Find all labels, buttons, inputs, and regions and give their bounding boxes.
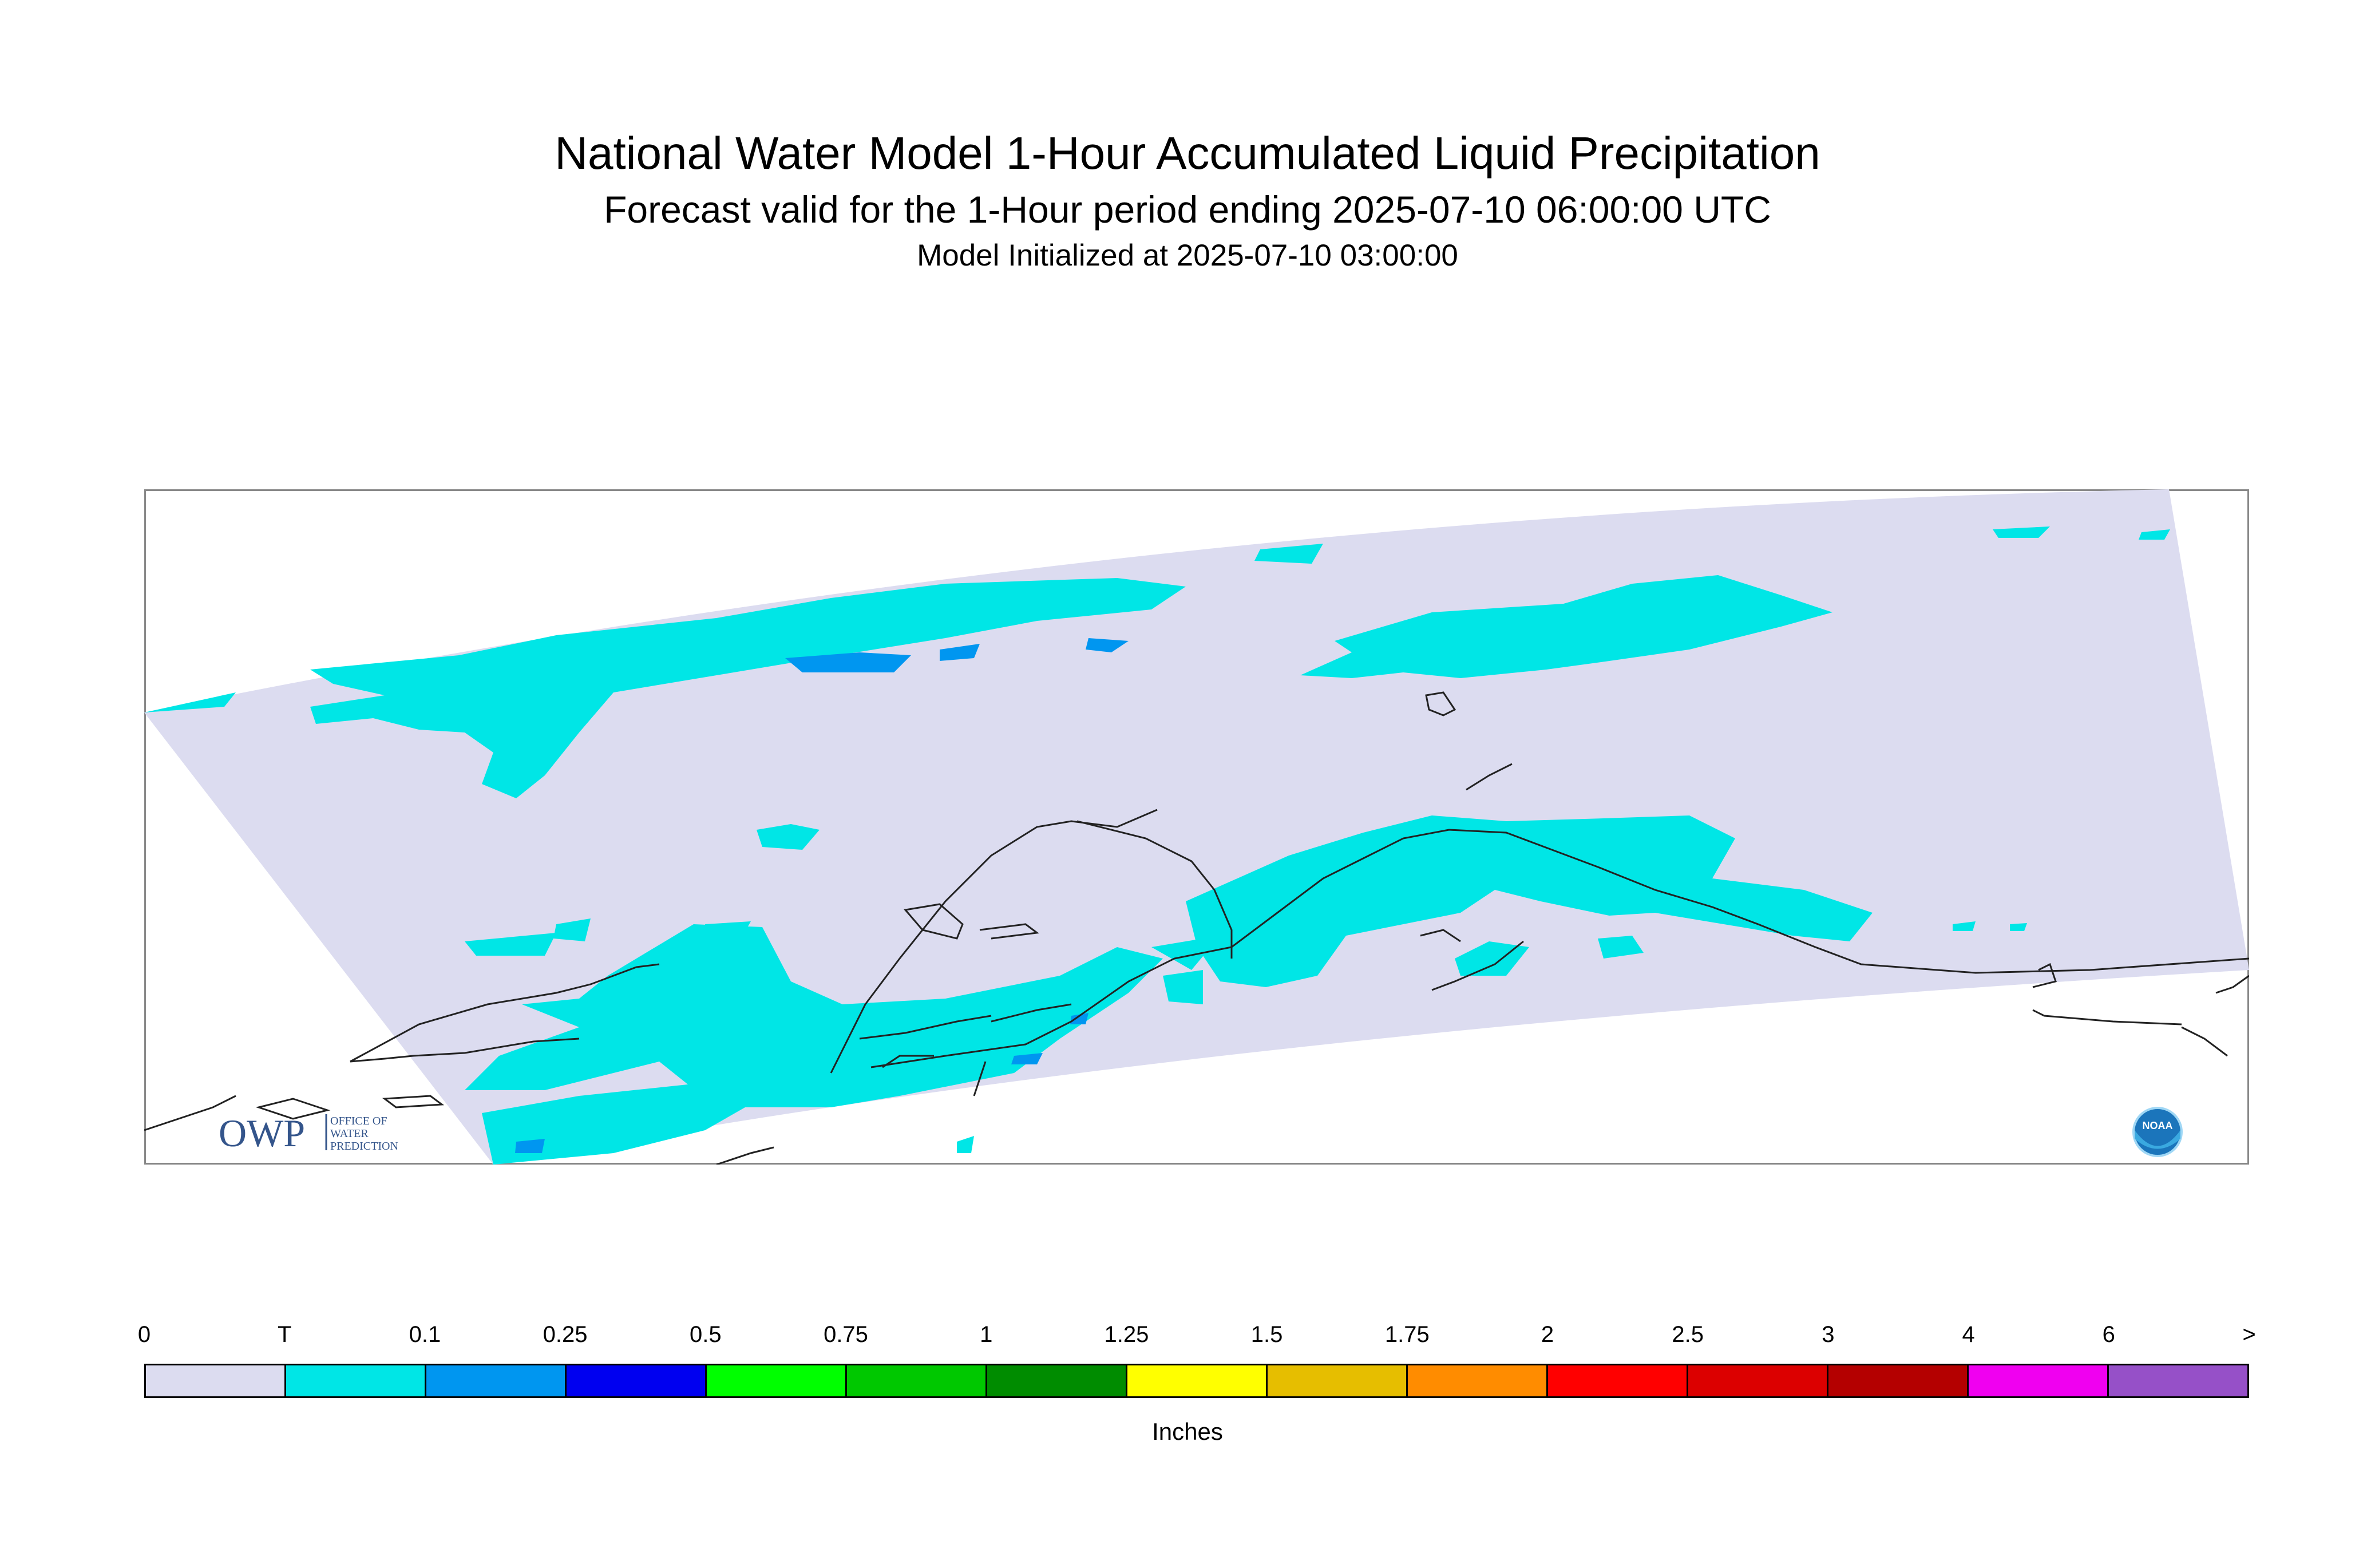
legend-swatch <box>1127 1365 1268 1396</box>
legend-tick-label: 1 <box>980 1322 993 1347</box>
owp-logo: OWP OFFICE OF WATER PREDICTION <box>219 1111 398 1155</box>
precip-map: OWP OFFICE OF WATER PREDICTION NOAA <box>144 489 2249 1165</box>
legend-tick-label: 1.75 <box>1384 1322 1430 1347</box>
legend-tick-label: > <box>2242 1322 2256 1347</box>
legend-swatch <box>707 1365 847 1396</box>
map-subtitle: Forecast valid for the 1-Hour period end… <box>604 188 1771 231</box>
legend-tick-label: 0.75 <box>824 1322 868 1347</box>
legend-colorbar <box>144 1364 2249 1398</box>
legend-swatch <box>1828 1365 1969 1396</box>
owp-logo-text: OWP <box>219 1111 305 1155</box>
legend-swatch <box>286 1365 426 1396</box>
legend-swatch <box>2109 1365 2247 1396</box>
legend-tick-label: 6 <box>2102 1322 2115 1347</box>
legend-swatch <box>1268 1365 1408 1396</box>
model-init-line: Model Initialized at 2025-07-10 03:00:00 <box>917 239 1458 272</box>
coastlines <box>144 691 2249 1165</box>
noaa-logo: NOAA <box>2132 1107 2183 1157</box>
legend-swatch <box>847 1365 987 1396</box>
owp-logo-sub-1: OFFICE OF <box>330 1115 387 1127</box>
legend-tick-label: 2.5 <box>1672 1322 1704 1347</box>
legend-swatch <box>1408 1365 1548 1396</box>
legend-tick-label: 0 <box>137 1322 151 1347</box>
legend-units: Inches <box>1152 1418 1223 1445</box>
legend-tick-label: 0.1 <box>409 1322 441 1347</box>
noaa-logo-text: NOAA <box>2143 1120 2173 1131</box>
legend-swatch <box>1969 1365 2109 1396</box>
precip-trace-areas <box>144 526 2170 1165</box>
legend-tick-label: 2 <box>1541 1322 1554 1347</box>
color-legend: 0 T 0.1 0.25 0.5 0.75 1 1.25 1.5 1.75 2 2.5 3 4 6 > <box>138 1322 2256 1408</box>
legend-swatch <box>567 1365 707 1396</box>
legend-swatch <box>1548 1365 1688 1396</box>
legend-tick-label: T <box>277 1322 292 1347</box>
legend-swatch <box>426 1365 567 1396</box>
legend-tick-label: 1.25 <box>1104 1322 1149 1347</box>
owp-logo-sub-3: PREDICTION <box>330 1140 398 1153</box>
map-title: National Water Model 1-Hour Accumulated … <box>555 128 1820 179</box>
legend-tick-label: 3 <box>1822 1322 1835 1347</box>
legend-swatch <box>1688 1365 1828 1396</box>
legend-tick-label: 0.25 <box>543 1322 588 1347</box>
legend-swatch <box>987 1365 1127 1396</box>
precip-light-areas <box>515 638 1129 1153</box>
legend-tick-label: 1.5 <box>1250 1322 1283 1347</box>
owp-logo-sub-2: WATER <box>330 1127 369 1140</box>
legend-tick-label: 4 <box>1962 1322 1975 1347</box>
legend-swatch <box>146 1365 286 1396</box>
legend-tick-label: 0.5 <box>689 1322 722 1347</box>
